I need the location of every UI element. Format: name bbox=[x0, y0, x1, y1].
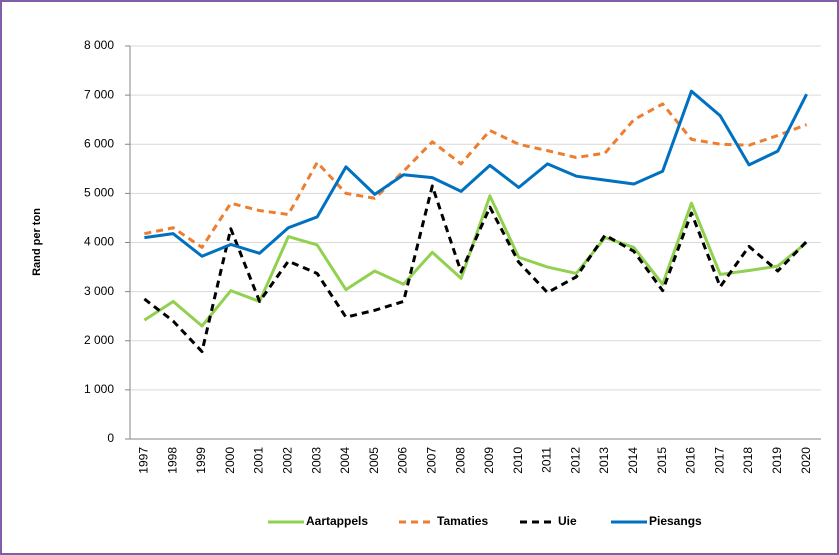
legend-label: Uie bbox=[558, 514, 577, 528]
x-tick-label: 1999 bbox=[194, 447, 208, 474]
y-tick-label: 6 000 bbox=[84, 136, 114, 150]
x-tick-label: 2004 bbox=[338, 447, 352, 474]
x-tick-label: 2015 bbox=[655, 447, 669, 474]
x-tick-label: 2006 bbox=[396, 447, 410, 474]
series-line bbox=[144, 89, 808, 258]
x-tick-label: 2013 bbox=[597, 447, 611, 474]
y-axis-label: Rand per ton bbox=[31, 208, 43, 276]
y-tick-label: 7 000 bbox=[84, 87, 114, 101]
legend-label: Aartappels bbox=[306, 514, 368, 528]
x-tick-label: 2003 bbox=[309, 447, 323, 474]
x-tick-label: 2008 bbox=[453, 447, 467, 474]
y-tick-label: 2 000 bbox=[84, 333, 114, 347]
y-tick-label: 8 000 bbox=[84, 38, 114, 52]
x-tick-label: 2014 bbox=[626, 447, 640, 474]
legend-label: Tamaties bbox=[437, 514, 488, 528]
y-tick-label: 4 000 bbox=[84, 235, 114, 249]
x-tick-label: 2010 bbox=[511, 447, 525, 474]
x-tick-label: 1998 bbox=[165, 447, 179, 474]
x-tick-label: 2020 bbox=[799, 447, 813, 474]
x-tick-label: 2016 bbox=[684, 447, 698, 474]
y-tick-label: 5 000 bbox=[84, 186, 114, 200]
legend-label: Piesangs bbox=[649, 514, 702, 528]
series-line bbox=[143, 184, 808, 354]
x-tick-label: 2000 bbox=[223, 447, 237, 474]
x-tick-label: 2017 bbox=[712, 447, 726, 474]
x-tick-label: 2009 bbox=[482, 447, 496, 474]
y-tick-label: 0 bbox=[107, 431, 114, 445]
x-tick-label: 2012 bbox=[568, 447, 582, 474]
x-tick-label: 2018 bbox=[741, 447, 755, 474]
x-tick-label: 2005 bbox=[367, 447, 381, 474]
x-tick-label: 2007 bbox=[424, 447, 438, 474]
series-line bbox=[144, 102, 808, 249]
x-tick-label: 2011 bbox=[540, 447, 554, 473]
y-tick-label: 3 000 bbox=[84, 284, 114, 298]
x-tick-label: 2019 bbox=[770, 447, 784, 474]
x-tick-label: 2001 bbox=[252, 447, 266, 474]
y-tick-label: 1 000 bbox=[84, 382, 114, 396]
x-tick-label: 2002 bbox=[281, 447, 295, 474]
x-tick-label: 1997 bbox=[137, 447, 151, 474]
